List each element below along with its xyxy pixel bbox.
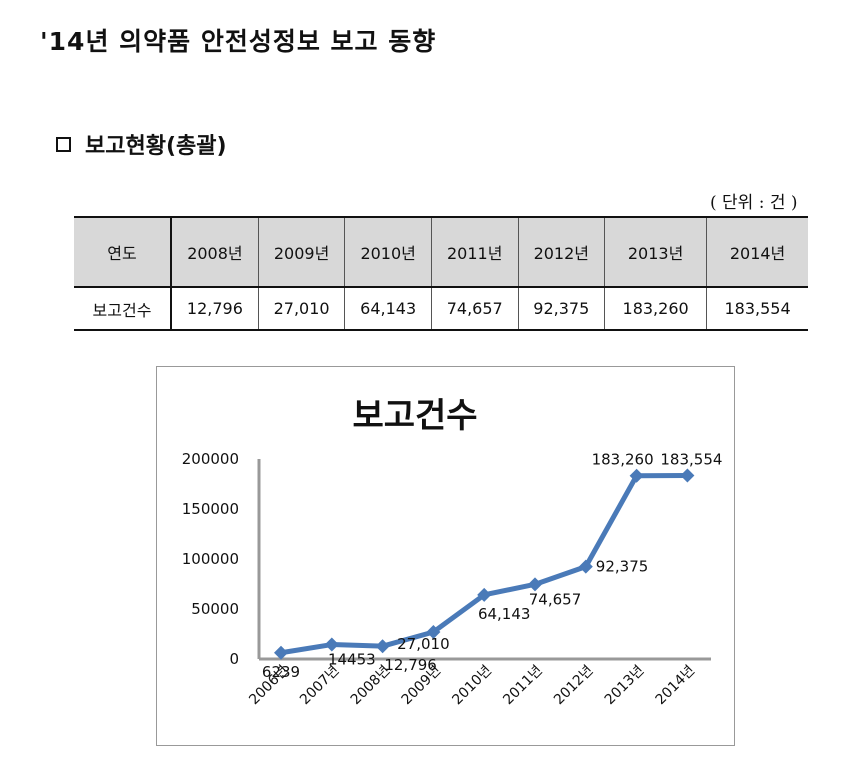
x-tick-label: 2011년 [500,663,546,709]
data-label: 6239 [262,663,300,681]
x-tick-label: 2010년 [449,663,495,709]
x-tick-label: 2007년 [297,663,343,709]
table-header-cell: 2011년 [430,216,519,288]
data-point-marker [426,624,441,639]
chart-frame: 보고건수 0 50000 100000 150000 200000 2006년 2007년… [156,366,735,746]
data-label: 27,010 [397,635,450,653]
data-point-marker [324,637,339,652]
data-point-marker [629,468,644,483]
table-header-cell: 2014년 [706,216,808,288]
table-cell: 74,657 [430,287,519,331]
data-point-marker [274,645,288,660]
y-tick-label: 150000 [182,500,239,518]
section-heading: 보고현황(총괄) [56,128,227,160]
y-tick-label: 200000 [182,450,239,468]
data-label: 14453 [328,651,376,669]
data-label: 74,657 [529,590,582,608]
data-label: 12,796 [384,656,437,674]
table-header-cell: 2012년 [517,216,606,288]
data-point-marker [578,559,593,574]
chart-title: 보고건수 [352,396,477,436]
y-tick-label: 100000 [182,550,239,568]
unit-note: ( 단위 : 건 ) [710,193,798,213]
table-cell: 92,375 [517,287,606,331]
table-cell: 183,260 [604,287,708,331]
data-label: 183,260 [592,451,654,469]
data-label: 92,375 [596,558,649,576]
table-header-cell: 2010년 [344,216,432,288]
table-header-cell: 연도 [74,216,172,288]
table-cell: 27,010 [257,287,346,331]
table-cell: 보고건수 [74,287,172,331]
data-point-marker [477,587,492,602]
data-point-marker [680,468,695,483]
data-label: 64,143 [478,605,531,623]
table-row: 보고건수 12,796 27,010 64,143 74,657 92,375 … [74,287,808,331]
section-heading-label: 보고현황(총괄) [85,134,227,159]
document-title: '14년 의약품 안전성정보 보고 동향 [40,27,437,56]
table-cell: 12,796 [170,287,259,331]
table-cell: 183,554 [706,287,808,331]
table-header-cell: 2008년 [170,216,259,288]
table-header-cell: 2013년 [604,216,708,288]
checkbox-icon [56,136,71,152]
table-cell: 64,143 [344,287,432,331]
data-label: 183,554 [660,450,722,468]
data-point-marker [528,577,542,592]
data-point-marker [375,639,390,654]
y-tick-label: 0 [229,650,239,668]
x-tick-label: 2014년 [653,663,699,709]
x-tick-label: 2013년 [602,663,648,709]
table-header-row: 연도 2008년 2009년 2010년 2011년 2012년 2013년 2… [74,216,808,288]
x-tick-label: 2012년 [551,663,597,709]
report-count-table: 연도 2008년 2009년 2010년 2011년 2012년 2013년 2… [74,216,808,331]
y-tick-label: 50000 [191,600,239,618]
table-header-cell: 2009년 [257,216,346,288]
